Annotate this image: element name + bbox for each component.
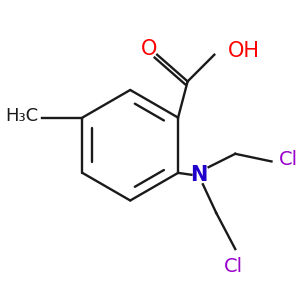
Text: N: N — [190, 165, 208, 185]
Text: OH: OH — [228, 41, 260, 61]
Text: H₃C: H₃C — [5, 107, 39, 125]
Text: Cl: Cl — [279, 150, 298, 169]
Text: O: O — [141, 39, 158, 59]
Text: Cl: Cl — [224, 257, 243, 276]
